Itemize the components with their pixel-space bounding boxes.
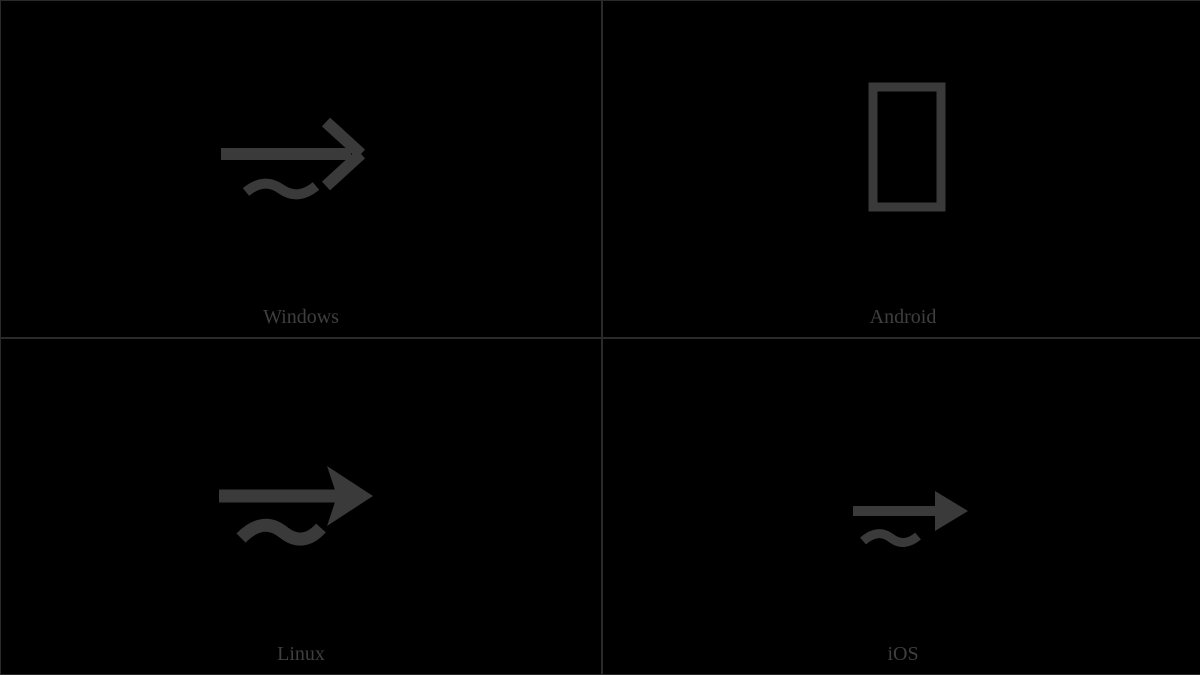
glyph-android (603, 1, 1200, 337)
cell-label: Linux (277, 643, 325, 666)
glyph-windows (1, 1, 601, 337)
cell-label: iOS (887, 643, 918, 666)
cell-label: Android (870, 306, 937, 329)
glyph-cell-windows: Windows (0, 0, 602, 338)
glyph-ios (603, 339, 1200, 675)
glyph-cell-ios: iOS (602, 338, 1200, 675)
glyph-cell-linux: Linux (0, 338, 602, 675)
cell-label: Windows (263, 306, 339, 329)
glyph-linux (1, 339, 601, 675)
glyph-cell-android: Android (602, 0, 1200, 338)
